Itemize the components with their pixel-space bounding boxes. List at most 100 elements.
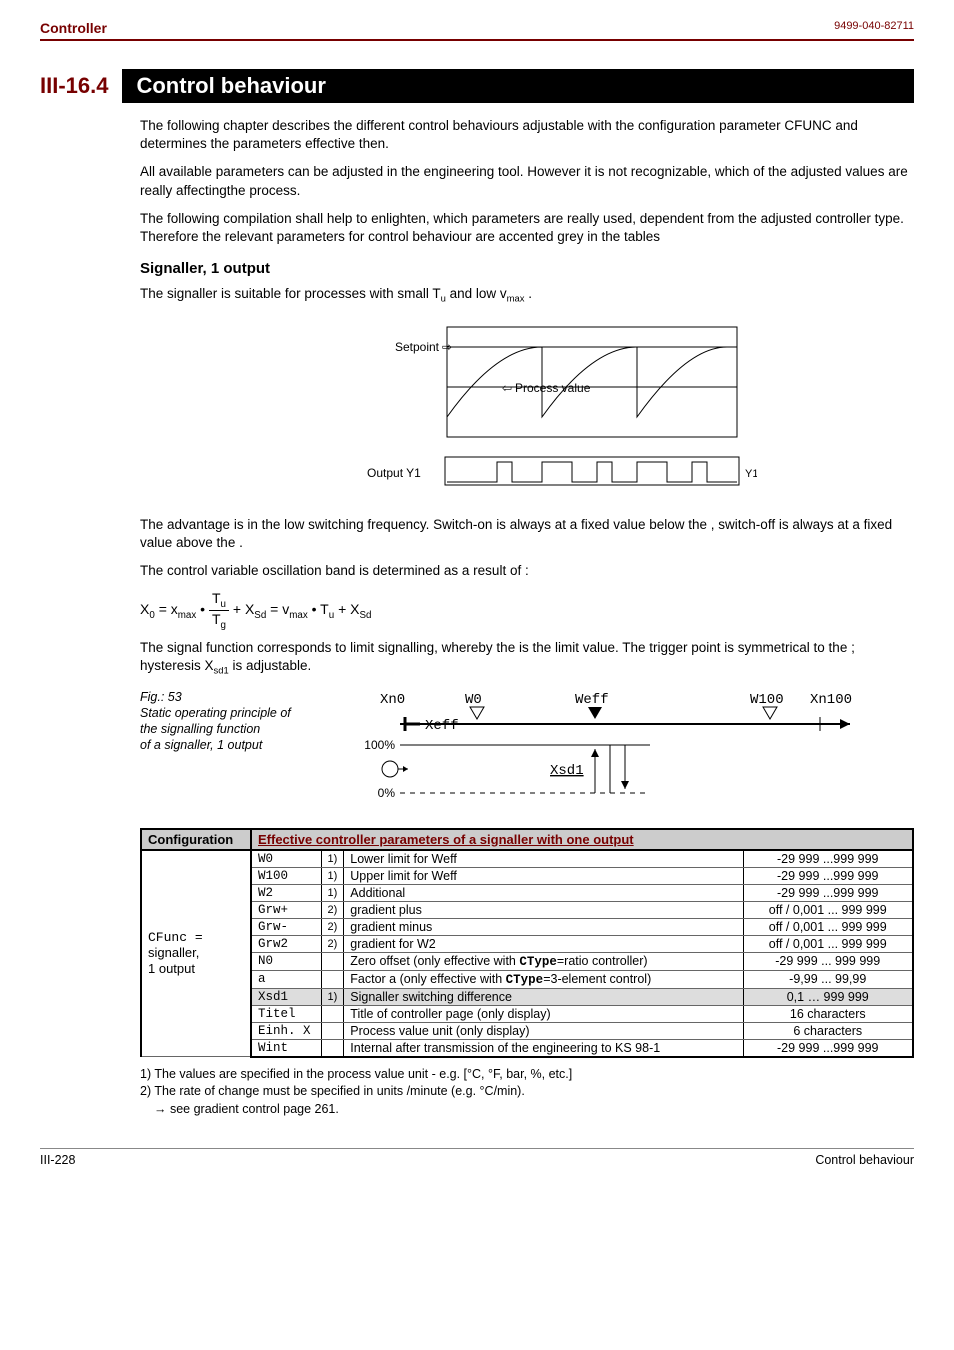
svg-text:⇦: ⇦ xyxy=(502,381,512,395)
table-row: Grw22)gradient for W2off / 0,001 ... 999… xyxy=(141,935,913,952)
param-desc: Factor a (only effective with CType=3-el… xyxy=(344,970,743,988)
param-range: off / 0,001 ... 999 999 xyxy=(743,918,913,935)
sig-b: and low v xyxy=(446,286,507,301)
th-config: Configuration xyxy=(141,829,251,850)
footnote-1: 1) The values are specified in the proce… xyxy=(140,1066,914,1084)
subhead-signaller: Signaller, 1 output xyxy=(140,260,914,277)
param-desc: Signaller switching difference xyxy=(344,988,743,1005)
param-range: -29 999 ...999 999 xyxy=(743,1039,913,1057)
footer-right: Control behaviour xyxy=(815,1153,914,1167)
svg-text:Xeff: Xeff xyxy=(425,718,459,734)
param-note: 2) xyxy=(321,901,344,918)
section-heading: III-16.4 Control behaviour xyxy=(40,69,914,103)
signaller-intro: The signaller is suitable for processes … xyxy=(140,285,914,306)
svg-text:Weff: Weff xyxy=(575,692,609,708)
param-desc: Zero offset (only effective with CType=r… xyxy=(344,952,743,970)
table-row: W1001)Upper limit for Weff-29 999 ...999… xyxy=(141,867,913,884)
footer-left: III-228 xyxy=(40,1153,75,1167)
param-code: Einh. X xyxy=(251,1022,321,1039)
para-1: The following chapter describes the diff… xyxy=(140,117,914,153)
footnote-2: 2) The rate of change must be specified … xyxy=(140,1083,914,1101)
param-range: 6 characters xyxy=(743,1022,913,1039)
lbl-setpoint: Setpoint xyxy=(395,340,440,354)
param-note xyxy=(321,970,344,988)
param-code: Grw+ xyxy=(251,901,321,918)
fig53-l3: of a signaller, 1 output xyxy=(140,737,350,753)
formula: X0 = xmax • Tu Tg + XSd = vmax • Tu + XS… xyxy=(140,590,914,631)
param-range: -29 999 ... 999 999 xyxy=(743,952,913,970)
signal-func-para: The signal function corresponds to limit… xyxy=(140,639,914,679)
param-desc: Lower limit for Weff xyxy=(344,850,743,868)
param-note: 1) xyxy=(321,850,344,868)
param-desc: Process value unit (only display) xyxy=(344,1022,743,1039)
svg-text:100%: 100% xyxy=(364,738,395,752)
param-desc: gradient for W2 xyxy=(344,935,743,952)
para-2: All available parameters can be adjusted… xyxy=(140,163,914,199)
para-3: The following compilation shall help to … xyxy=(140,210,914,246)
oscillation-para: The control variable oscillation band is… xyxy=(140,562,914,580)
svg-text:Xsd1: Xsd1 xyxy=(550,763,584,779)
param-range: -29 999 ...999 999 xyxy=(743,867,913,884)
param-note: 2) xyxy=(321,935,344,952)
param-code: W2 xyxy=(251,884,321,901)
fig53-num: Fig.: 53 xyxy=(140,689,350,705)
param-code: Xsd1 xyxy=(251,988,321,1005)
param-note: 1) xyxy=(321,988,344,1005)
table-row: WintInternal after transmission of the e… xyxy=(141,1039,913,1057)
advantage-para: The advantage is in the low switching fr… xyxy=(140,516,914,552)
param-desc: gradient minus xyxy=(344,918,743,935)
param-code: a xyxy=(251,970,321,988)
svg-text:Xn100: Xn100 xyxy=(810,692,852,708)
param-note xyxy=(321,1039,344,1057)
svg-text:⇨: ⇨ xyxy=(442,340,452,354)
table-row: CFunc =signaller,1 outputW01)Lower limit… xyxy=(141,850,913,868)
page-header: Controller 9499-040-82711 xyxy=(40,20,914,41)
footnotes: 1) The values are specified in the proce… xyxy=(140,1066,914,1119)
param-note: 1) xyxy=(321,884,344,901)
param-range: off / 0,001 ... 999 999 xyxy=(743,935,913,952)
param-note xyxy=(321,1022,344,1039)
table-row: Xsd11)Signaller switching difference0,1 … xyxy=(141,988,913,1005)
section-title: Control behaviour xyxy=(122,69,914,103)
header-left: Controller xyxy=(40,20,107,36)
table-row: Grw+2)gradient plusoff / 0,001 ... 999 9… xyxy=(141,901,913,918)
param-note xyxy=(321,952,344,970)
param-code: Titel xyxy=(251,1005,321,1022)
param-note: 1) xyxy=(321,867,344,884)
param-code: Wint xyxy=(251,1039,321,1057)
content: The following chapter describes the diff… xyxy=(140,117,914,1118)
fig53-diagram: Xn0 W0 Weff W100 Xn100 Xeff 100% xyxy=(350,689,914,812)
table-row: Einh. X Process value unit (only display)… xyxy=(141,1022,913,1039)
param-desc: Upper limit for Weff xyxy=(344,867,743,884)
param-range: 0,1 … 999 999 xyxy=(743,988,913,1005)
lbl-output: Output Y1 xyxy=(367,466,421,480)
param-desc: Title of controller page (only display) xyxy=(344,1005,743,1022)
svg-text:W0: W0 xyxy=(465,692,482,708)
svg-text:Xn0: Xn0 xyxy=(380,692,405,708)
param-code: N0 xyxy=(251,952,321,970)
fig53-caption: Fig.: 53 Static operating principle of t… xyxy=(140,689,350,812)
param-range: -29 999 ...999 999 xyxy=(743,884,913,901)
sig-a: The signaller is suitable for processes … xyxy=(140,286,441,301)
cfg-cell: CFunc =signaller,1 output xyxy=(141,850,251,1057)
param-note: 2) xyxy=(321,918,344,935)
table-row: Titel Title of controller page (only disp… xyxy=(141,1005,913,1022)
header-right: 9499-040-82711 xyxy=(834,20,914,36)
svg-text:W100: W100 xyxy=(750,692,784,708)
section-number: III-16.4 xyxy=(40,69,122,103)
table-row: Grw-2)gradient minusoff / 0,001 ... 999 … xyxy=(141,918,913,935)
param-note xyxy=(321,1005,344,1022)
param-desc: gradient plus xyxy=(344,901,743,918)
param-code: W100 xyxy=(251,867,321,884)
sig-c: . xyxy=(525,286,533,301)
lbl-process: Process value xyxy=(515,381,591,395)
param-range: off / 0,001 ... 999 999 xyxy=(743,901,913,918)
setpoint-svg: Setpoint ⇨ ⇦ Process value Output Y1 Y1 xyxy=(297,317,757,497)
svg-text:0%: 0% xyxy=(378,786,396,800)
fig53-l2: the signalling function xyxy=(140,721,350,737)
lbl-y1: Y1 xyxy=(745,468,757,480)
th-effective: Effective controller parameters of a sig… xyxy=(251,829,913,850)
param-code: Grw- xyxy=(251,918,321,935)
page-footer: III-228 Control behaviour xyxy=(40,1148,914,1167)
footnote-3: → see gradient control page 261. xyxy=(140,1101,914,1119)
